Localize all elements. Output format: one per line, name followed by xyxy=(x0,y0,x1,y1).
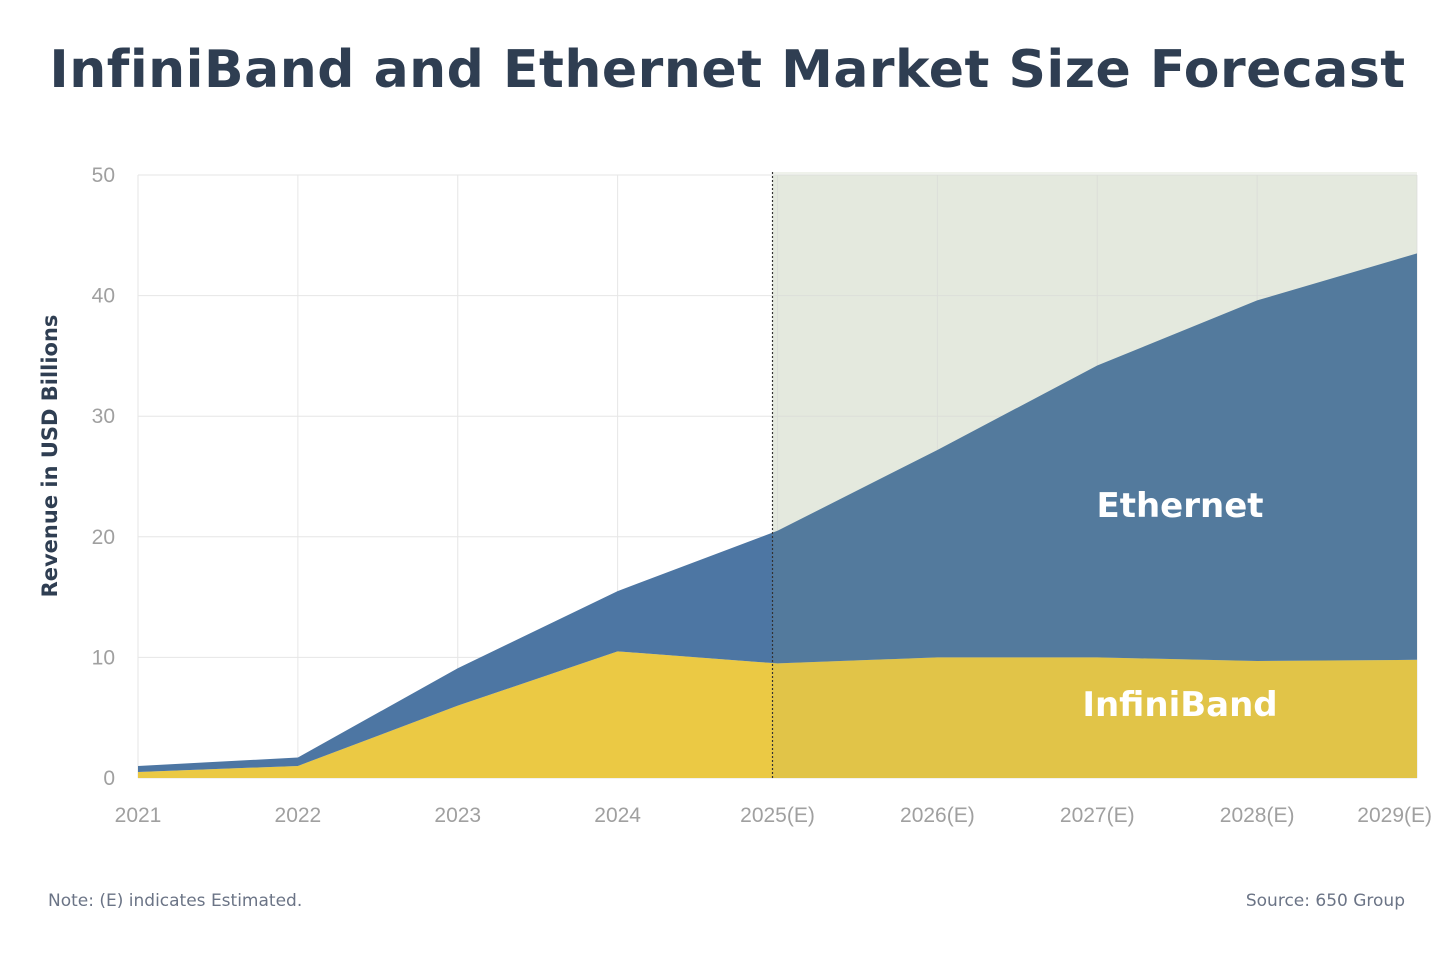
x-tick-label: 2027(E) xyxy=(1060,804,1135,827)
area-infiniband xyxy=(138,651,1417,778)
y-tick-label: 30 xyxy=(92,405,115,428)
note-text: Note: (E) indicates Estimated. xyxy=(48,891,303,911)
y-tick-label: 10 xyxy=(92,646,115,669)
x-tick-label: 2022 xyxy=(275,804,322,827)
estimate-overlay xyxy=(772,175,1417,778)
series-label-infiniband: InfiniBand xyxy=(1082,685,1277,725)
y-tick-label: 20 xyxy=(92,526,115,549)
source-text: Source: 650 Group xyxy=(1245,891,1405,911)
y-axis-label: Revenue in USD Billions xyxy=(38,315,62,598)
x-tick-label: 2024 xyxy=(594,804,641,827)
series-label-ethernet: Ethernet xyxy=(1096,486,1263,526)
y-tick-label: 50 xyxy=(92,164,115,187)
x-tick-label: 2025(E) xyxy=(740,804,815,827)
x-tick-label: 2023 xyxy=(434,804,481,827)
x-tick-label: 2028(E) xyxy=(1220,804,1295,827)
x-tick-label: 2029(E) xyxy=(1357,804,1432,827)
y-tick-label: 0 xyxy=(103,767,115,790)
x-tick-label: 2026(E) xyxy=(900,804,975,827)
area-ethernet xyxy=(138,253,1417,772)
x-tick-label: 2021 xyxy=(115,804,162,827)
chart-title: InfiniBand and Ethernet Market Size Fore… xyxy=(49,40,1406,100)
y-tick-label: 40 xyxy=(92,285,115,308)
